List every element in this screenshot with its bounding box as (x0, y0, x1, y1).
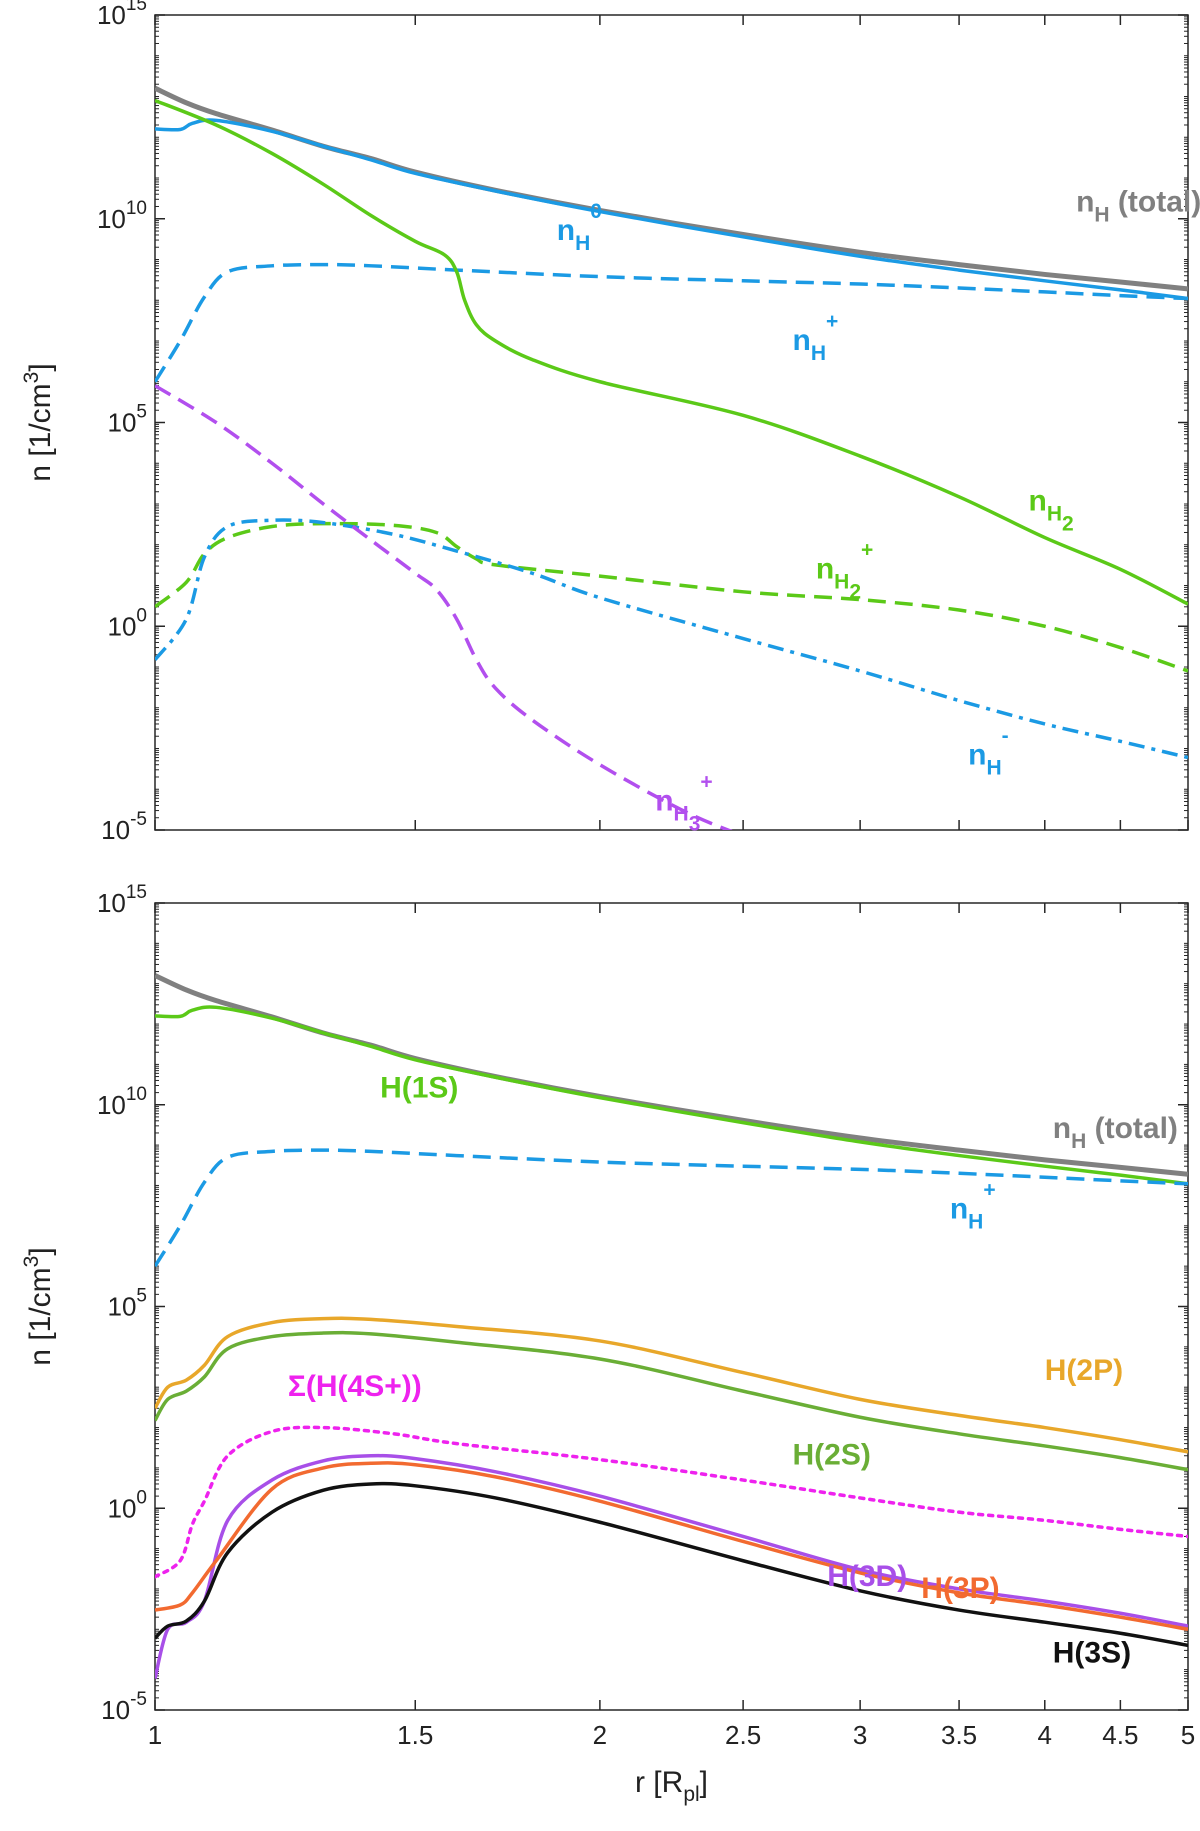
x-tick-label: 2.5 (725, 1720, 761, 1750)
series-line-nH2_top (155, 98, 1188, 606)
series-group (155, 85, 1188, 830)
y-tick-label: 10-5 (101, 1689, 147, 1725)
x-tick-label: 4 (1038, 1720, 1052, 1750)
x-tick-label: 5 (1181, 1720, 1195, 1750)
series-label-nH3plus_top: nH3+ (655, 771, 712, 836)
bottom-panel: 10-5 100 105 1010 1015 1 1.5 2 2.5 3 3.5 4 4.5 5 n [1/… (20, 882, 1195, 1806)
series-line-H2S_bot (155, 1330, 1188, 1472)
series-line-nH_total_top (155, 85, 1188, 292)
series-line-H3P_bot (155, 1461, 1188, 1632)
series-line-H2P_bot (155, 1316, 1188, 1454)
series-label-H3D_bot: H(3D) (827, 1560, 907, 1593)
x-tick-label: 2 (593, 1720, 607, 1750)
x-tick-label: 1.5 (397, 1720, 433, 1750)
y-tick-label: 100 (108, 605, 148, 641)
series-label-nHminus_top: nH- (968, 725, 1009, 780)
y-tick-label: 10-5 (101, 809, 147, 845)
x-axis-label: r [Rpl] (635, 1766, 708, 1806)
series-line-nHminus_top (155, 518, 1188, 760)
series-label-nHplus_bot: nH+ (950, 1179, 996, 1234)
x-tick-label: 3 (853, 1720, 867, 1750)
y-tick-label: 100 (108, 1487, 148, 1523)
x-tick-label: 1 (148, 1720, 162, 1750)
series-label-nH0_top: nH0 (557, 200, 602, 255)
series-line-nH0_top (155, 118, 1188, 301)
series-line-nH3plus_top (155, 384, 733, 830)
y-tick-label: 105 (108, 1286, 148, 1322)
series-label-H2S_bot: H(2S) (793, 1439, 871, 1472)
series-label-nH2_top: nH2 (1029, 484, 1074, 535)
series-label-H1S_bot: H(1S) (380, 1072, 458, 1105)
series-label-nHplus_top: nH+ (793, 310, 839, 365)
x-tick-label: 3.5 (941, 1720, 977, 1750)
series-line-nHplus_top (155, 262, 1188, 383)
series-line-H1S_bot (155, 1005, 1188, 1186)
y-tick-label: 1010 (97, 1084, 147, 1120)
series-label-nH2plus_top: nH2+ (816, 538, 873, 603)
x-tick-label: 4.5 (1102, 1720, 1138, 1750)
y-tick-label: 105 (108, 402, 148, 438)
y-axis-label: n [1/cm3] (20, 1247, 57, 1365)
y-tick-label: 1010 (97, 198, 147, 234)
series-label-H2P_bot: H(2P) (1045, 1354, 1123, 1387)
series-label-H3P_bot: H(3P) (921, 1572, 999, 1605)
series-group (155, 973, 1188, 1680)
y-tick-label: 1015 (97, 882, 147, 918)
series-line-H3D_bot (155, 1453, 1188, 1680)
series-line-nH_total_bot (155, 973, 1188, 1177)
series-line-nH2plus_top (155, 521, 1188, 673)
y-axis-label: n [1/cm3] (20, 363, 57, 481)
series-line-H4S_bot (155, 1425, 1188, 1579)
plot-frame (154, 902, 1189, 1711)
y-tick-label: 1015 (97, 0, 147, 30)
series-label-nH_total_bot: nH (total) (1053, 1112, 1178, 1153)
series-label-nH_total_top: nH (total) (1076, 186, 1200, 227)
series-label-H3S_bot: H(3S) (1053, 1637, 1131, 1670)
series-line-nHplus_bot (155, 1148, 1188, 1268)
top-panel: 10-5 100 105 1010 1015 n [1/cm3] nH (total) nH0… (20, 0, 1200, 845)
plot-frame (154, 14, 1189, 831)
series-line-H3S_bot (155, 1481, 1188, 1648)
series-label-H4S_bot: Σ(H(4S+)) (288, 1370, 422, 1403)
